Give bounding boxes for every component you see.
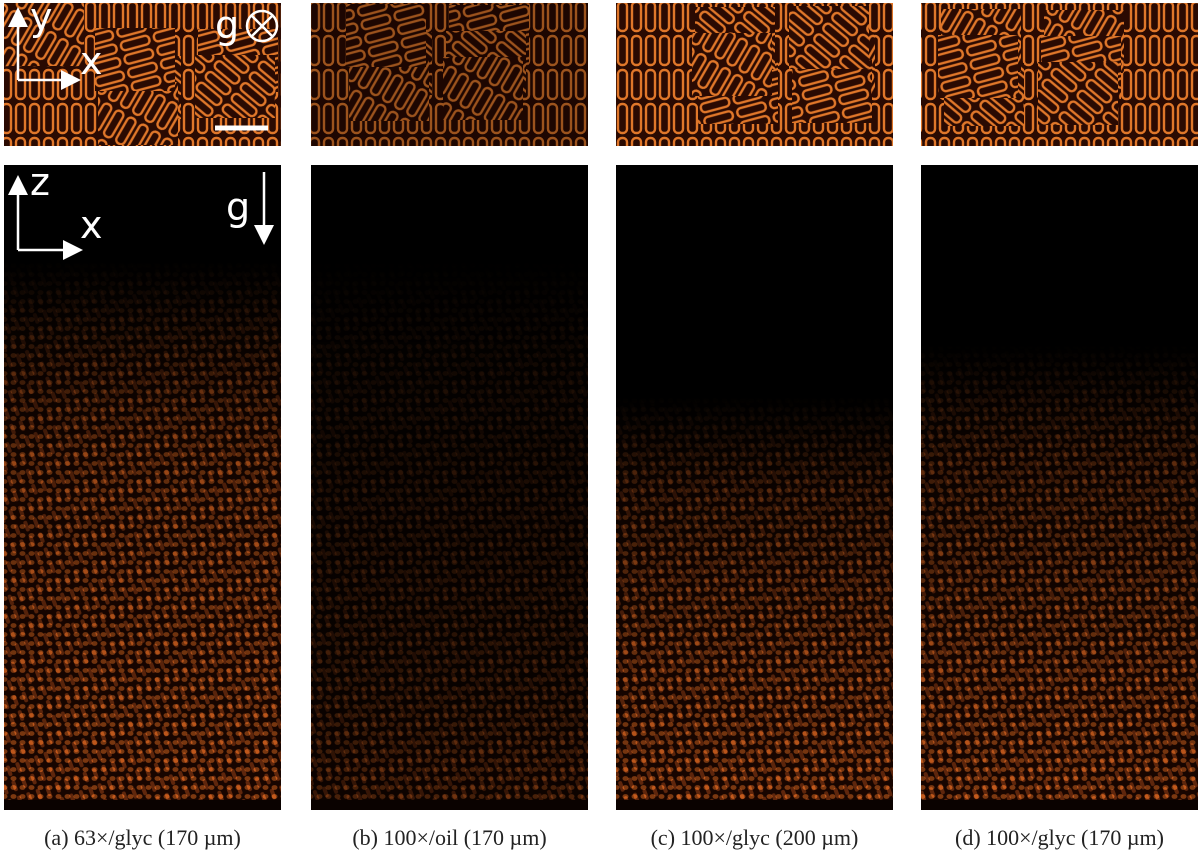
caption: (d) 100×/glyc (170 µm) xyxy=(955,825,1164,850)
side-fade xyxy=(616,165,893,810)
gravity-label: g xyxy=(226,185,250,229)
bottom-edge xyxy=(4,800,281,810)
rod-domain xyxy=(95,28,175,91)
bottom-edge xyxy=(311,800,588,810)
bottom-edge xyxy=(616,800,893,810)
caption: (a) 63×/glyc (170 µm) xyxy=(44,825,241,850)
dim xyxy=(311,3,588,146)
bottom-edge xyxy=(921,800,1198,810)
z-label: z xyxy=(30,160,50,204)
gravity-label: g xyxy=(215,3,239,47)
rod-domain xyxy=(1038,62,1118,125)
x-label: x xyxy=(80,39,103,83)
page: (a) 63×/glyc (170 µm) (b) 100×/oil (170 µ… xyxy=(0,0,1198,859)
rod-domain xyxy=(792,60,872,123)
side-fade xyxy=(921,165,1198,810)
side-fade xyxy=(311,165,588,810)
rod-domain xyxy=(98,82,178,145)
rod-domain xyxy=(789,6,869,69)
y-label: y xyxy=(30,0,53,39)
x-label: x xyxy=(80,203,103,247)
side-fade xyxy=(4,165,281,810)
caption: (c) 100×/glyc (200 µm) xyxy=(651,825,859,850)
rod-domain xyxy=(195,55,275,118)
figure: (a) 63×/glyc (170 µm) (b) 100×/oil (170 µ… xyxy=(0,0,1198,859)
caption: (b) 100×/oil (170 µm) xyxy=(352,825,546,850)
rod-domain xyxy=(692,33,772,96)
rod-domain xyxy=(938,35,1018,98)
